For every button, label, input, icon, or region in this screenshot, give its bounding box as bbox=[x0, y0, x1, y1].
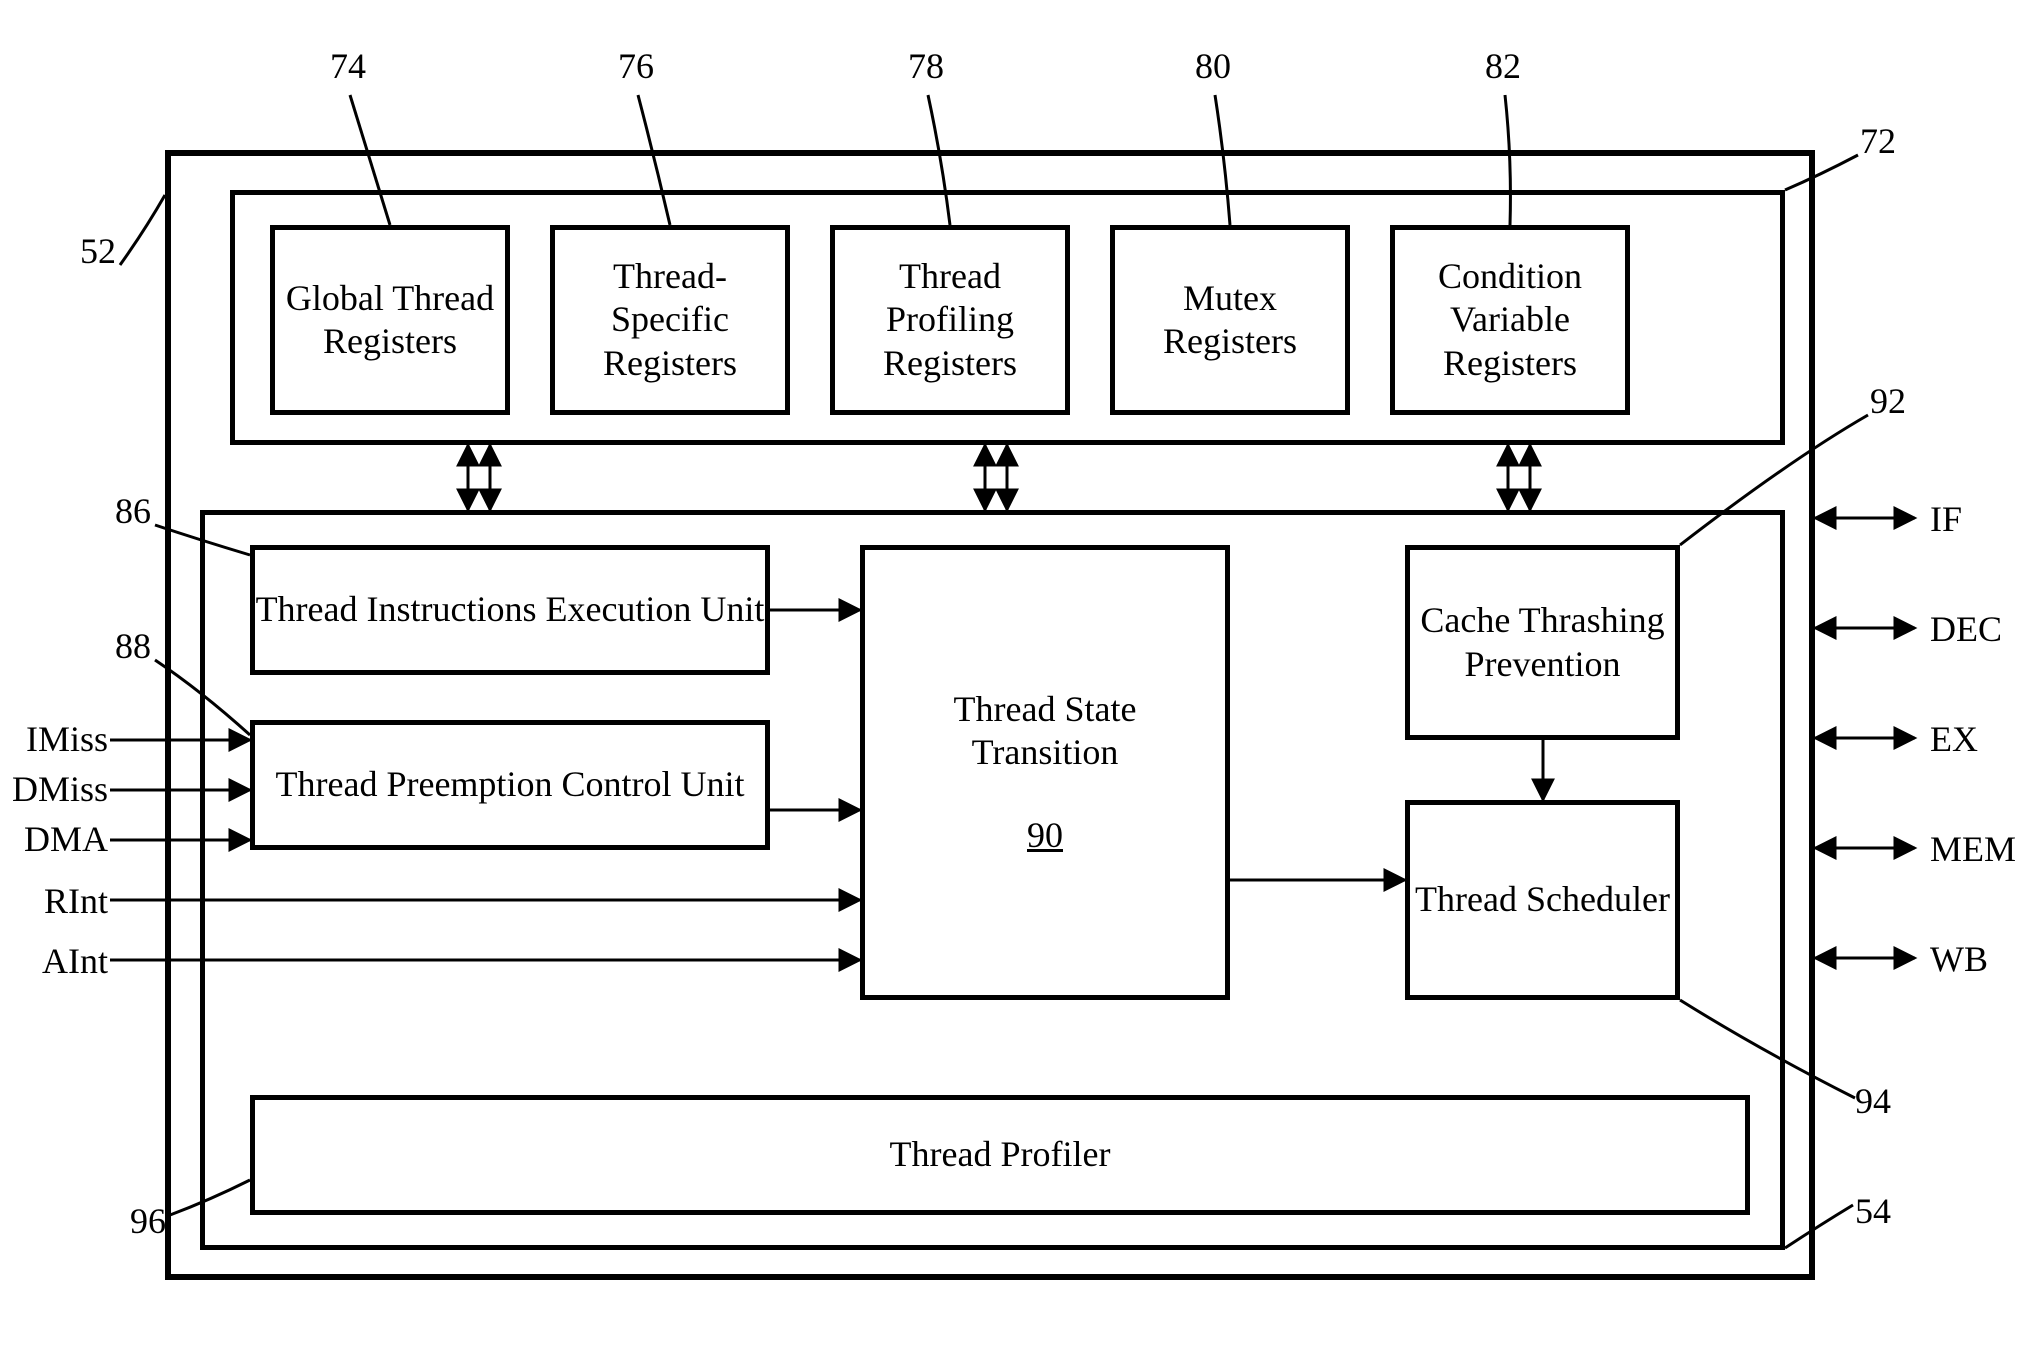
thread-scheduler: Thread Scheduler bbox=[1405, 800, 1680, 1000]
thread-specific-registers: Thread-Specific Registers bbox=[550, 225, 790, 415]
right-stage-wb: WB bbox=[1930, 938, 1988, 980]
left-input-dmiss: DMiss bbox=[0, 768, 108, 810]
ref-52: 52 bbox=[80, 230, 116, 272]
tieu-label: Thread Instructions Execution Unit bbox=[256, 588, 765, 631]
left-input-rint: RInt bbox=[0, 880, 108, 922]
ref-94: 94 bbox=[1855, 1080, 1891, 1122]
condition-variable-registers: Condition Variable Registers bbox=[1390, 225, 1630, 415]
ref-92: 92 bbox=[1870, 380, 1906, 422]
ref-76: 76 bbox=[618, 45, 654, 87]
thread-profiling-registers-label: Thread Profiling Registers bbox=[835, 255, 1065, 385]
cache-thrashing-prevention: Cache Thrashing Prevention bbox=[1405, 545, 1680, 740]
thread-state-transition: Thread State Transition 90 bbox=[860, 545, 1230, 1000]
scheduler-label: Thread Scheduler bbox=[1415, 878, 1670, 921]
ref-82: 82 bbox=[1485, 45, 1521, 87]
thread-preemption-control-unit: Thread Preemption Control Unit bbox=[250, 720, 770, 850]
ref-74: 74 bbox=[330, 45, 366, 87]
thread-profiler: Thread Profiler bbox=[250, 1095, 1750, 1215]
right-stage-if: IF bbox=[1930, 498, 1962, 540]
transition-ref-inline: 90 bbox=[1027, 814, 1063, 857]
tpcu-label: Thread Preemption Control Unit bbox=[276, 763, 745, 806]
left-input-imiss: IMiss bbox=[0, 718, 108, 760]
condition-variable-registers-label: Condition Variable Registers bbox=[1395, 255, 1625, 385]
left-input-aint: AInt bbox=[0, 940, 108, 982]
mutex-registers-label: Mutex Registers bbox=[1115, 277, 1345, 363]
thread-profiling-registers: Thread Profiling Registers bbox=[830, 225, 1070, 415]
left-input-dma: DMA bbox=[0, 818, 108, 860]
thread-instructions-execution-unit: Thread Instructions Execution Unit bbox=[250, 545, 770, 675]
ref-80: 80 bbox=[1195, 45, 1231, 87]
ref-54: 54 bbox=[1855, 1190, 1891, 1232]
ref-88: 88 bbox=[115, 625, 151, 667]
ref-78: 78 bbox=[908, 45, 944, 87]
ref-86: 86 bbox=[115, 490, 151, 532]
ref-96: 96 bbox=[130, 1200, 166, 1242]
right-stage-mem: MEM bbox=[1930, 828, 2016, 870]
global-thread-registers: Global Thread Registers bbox=[270, 225, 510, 415]
mutex-registers: Mutex Registers bbox=[1110, 225, 1350, 415]
diagram-canvas: Global Thread Registers Thread-Specific … bbox=[0, 0, 2029, 1359]
right-stage-ex: EX bbox=[1930, 718, 1978, 760]
transition-label: Thread State Transition bbox=[915, 688, 1175, 774]
global-thread-registers-label: Global Thread Registers bbox=[275, 277, 505, 363]
cache-label: Cache Thrashing Prevention bbox=[1410, 599, 1675, 685]
ref-72: 72 bbox=[1860, 120, 1896, 162]
right-stage-dec: DEC bbox=[1930, 608, 2002, 650]
profiler-label: Thread Profiler bbox=[890, 1133, 1111, 1176]
thread-specific-registers-label: Thread-Specific Registers bbox=[555, 255, 785, 385]
